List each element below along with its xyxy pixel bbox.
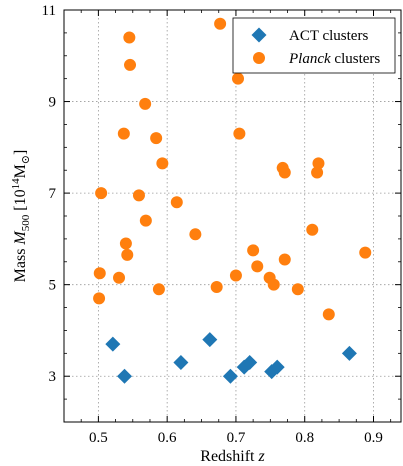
planck-cluster-point (113, 271, 126, 284)
act-cluster-point (269, 359, 285, 375)
planck-cluster-point (150, 132, 163, 145)
x-tick-label: 0.7 (227, 430, 246, 446)
planck-cluster-point (251, 260, 264, 273)
legend-label-planck-italic: Planck (288, 51, 331, 67)
y-tick-label: 3 (49, 369, 57, 385)
planck-cluster-point (232, 72, 245, 85)
legend-label-act: ACT clusters (289, 28, 368, 44)
planck-cluster-point (156, 157, 169, 170)
x-tick-label: 0.9 (364, 430, 383, 446)
planck-cluster-point (95, 187, 108, 200)
planck-cluster-point (278, 166, 291, 179)
planck-cluster-point (267, 278, 280, 291)
y-tick-label: 5 (49, 278, 57, 294)
y-tick-label: 7 (49, 186, 57, 202)
act-cluster-point (222, 368, 238, 384)
planck-cluster-point (311, 166, 324, 179)
act-cluster-point (202, 332, 218, 348)
legend-marker-act (251, 27, 267, 43)
axis-ticks: 0.5 0.6 0.7 0.8 0.9 3 5 7 9 11 (42, 3, 401, 446)
planck-cluster-point (312, 157, 325, 170)
data-points (93, 17, 372, 384)
legend-label-planck: Planck clusters (288, 51, 380, 67)
legend-marker-planck (253, 52, 265, 64)
x-tick-label: 0.5 (89, 430, 108, 446)
planck-cluster-point (93, 267, 106, 280)
act-cluster-point (117, 368, 133, 384)
planck-cluster-point (132, 189, 145, 202)
planck-cluster-point (124, 58, 137, 71)
planck-cluster-point (139, 214, 152, 227)
y-tick-label: 9 (49, 95, 57, 111)
planck-cluster-point (121, 248, 134, 261)
x-tick-label: 0.8 (295, 430, 314, 446)
planck-cluster-point (119, 237, 132, 250)
planck-cluster-point (123, 31, 136, 44)
y-axis-label: Mass M500 [1014M⊙] (10, 150, 32, 283)
planck-cluster-point (117, 127, 130, 140)
planck-cluster-point (214, 17, 227, 30)
act-cluster-point (173, 354, 189, 370)
planck-cluster-point (322, 308, 335, 321)
planck-cluster-point (359, 246, 372, 259)
planck-cluster-point (139, 97, 152, 110)
planck-cluster-point (210, 280, 223, 293)
act-cluster-point (341, 345, 357, 361)
legend: ACT clusters Planck clusters (232, 17, 396, 74)
planck-cluster-point (229, 269, 242, 282)
act-cluster-point (105, 336, 121, 352)
y-tick-label: 11 (42, 3, 56, 19)
planck-cluster-point (152, 283, 165, 296)
planck-cluster-point (189, 228, 202, 241)
planck-cluster-point (306, 223, 319, 236)
act-cluster-point (242, 354, 258, 370)
x-axis-label: Redshift z (200, 448, 265, 465)
planck-cluster-point (291, 283, 304, 296)
legend-label-planck-rest: clusters (331, 51, 381, 67)
x-tick-label: 0.6 (158, 430, 177, 446)
planck-cluster-point (170, 196, 183, 209)
planck-cluster-point (278, 253, 291, 266)
planck-cluster-point (233, 127, 246, 140)
planck-cluster-point (247, 244, 260, 257)
planck-cluster-point (93, 292, 106, 305)
